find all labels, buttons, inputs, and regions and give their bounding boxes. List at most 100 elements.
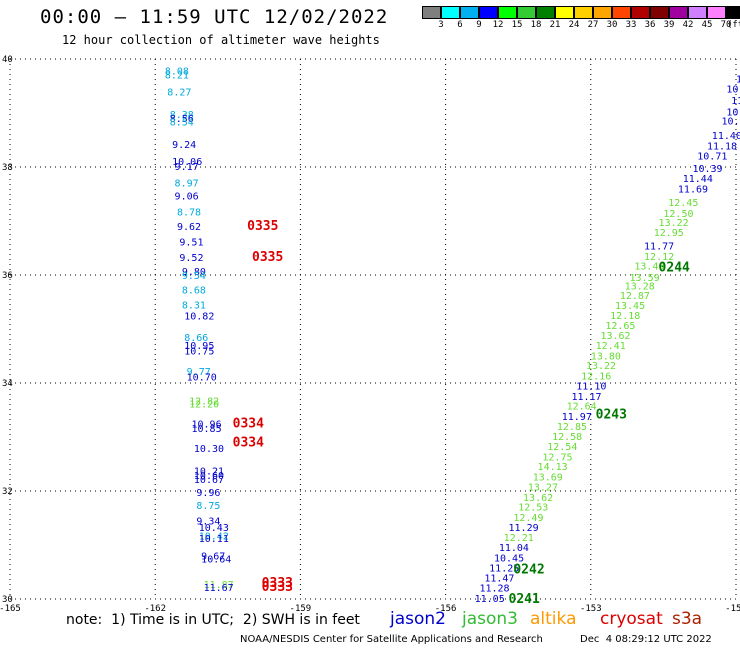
swh-label: 8.56 [170,114,194,125]
swh-label: 10.94 [721,117,740,128]
swh-label: 10.95 [184,341,214,352]
swh-label: 12.12 [644,252,674,263]
page-subtitle: 12 hour collection of altimeter wave hei… [62,33,380,47]
colorbar-tick-label: 27 [587,20,599,30]
swh-label: 9.06 [175,192,199,203]
y-tick-label: 40 [2,55,13,65]
swh-label: 13.22 [659,218,689,229]
colorbar-swatch [707,6,726,19]
colorbar-tick-label: 24 [568,20,580,30]
x-tick-label: -159 [290,604,312,614]
swh-label: 9.77 [187,367,211,378]
swh-label: 13.62 [600,331,630,342]
swh-label: 10.42 [199,531,229,542]
colorbar-swatch [631,6,650,19]
swh-label: 8.66 [184,333,208,344]
swh-label: 11.10 [576,382,606,393]
swh-label: 11.28 [479,584,509,595]
y-tick-label: 34 [2,379,13,389]
swh-label: 11 [736,74,740,85]
swh-label: 11.0 [731,96,740,107]
colorbar-swatch [574,6,593,19]
swh-label: 13.22 [586,361,616,372]
swh-label: 11.67 [204,583,234,594]
colorbar-tick-label: 36 [644,20,656,30]
swh-label: 13.59 [630,273,660,284]
swh-label: 11.25 [489,564,519,575]
swh-label: 12.82 [189,396,219,407]
swh-label: 11.40 [712,131,740,142]
time-label: 0333 [262,580,293,595]
colorbar-swatch [460,6,479,19]
swh-label: 8.68 [182,286,206,297]
swh-label: 10.70 [187,373,217,384]
swh-label: 12.54 [547,442,577,453]
colorbar-tick-label: 39 [663,20,675,30]
swh-label: 10.45 [494,553,524,564]
colorbar-tick-label: 21 [549,20,561,30]
colorbar-tick-label: 6 [457,20,463,30]
swh-label: 9.80 [182,267,206,278]
time-label: 0335 [247,219,278,234]
colorbar-tick-label: 42 [682,20,694,30]
swh-label: 13.40 [634,261,664,272]
swh-label: 11.77 [644,241,674,252]
swh-label: 8.38 [170,110,194,121]
swh-label: 13.62 [523,493,553,504]
swh-label: 12.21 [504,533,534,544]
swh-label: 10.60 [194,471,224,482]
legend-item-s3a: s3a [672,609,703,629]
y-tick-label: 30 [2,595,13,605]
swh-label: 11.47 [484,573,514,584]
swh-label: 12.85 [557,422,587,433]
colorbar-tick-label: 30 [606,20,618,30]
colorbar-swatch [422,6,441,19]
time-label: 0335 [252,250,283,265]
y-tick-label: 38 [2,163,13,173]
swh-label: 12.58 [552,432,582,443]
colorbar-tick-label: 45 [701,20,713,30]
swh-label: 12.87 [620,291,650,302]
x-tick-label: -165 [0,604,21,614]
time-label: 0242 [513,562,544,577]
swh-label: 8.97 [175,179,199,190]
swh-label: 8.08 [165,66,189,77]
swh-label: 10.75 [184,347,214,358]
colorbar-tick-label: 12 [492,20,504,30]
swh-label: 10. [726,85,740,96]
swh-label: 9.51 [179,238,203,249]
colorbar-swatch [669,6,688,19]
time-label: 0241 [509,592,540,607]
swh-label: 11.18 [707,141,737,152]
colorbar-swatch [726,6,740,19]
swh-label: 10.82 [184,312,214,323]
colorbar-swatch [498,6,517,19]
swh-label: 10.19 [726,107,740,118]
y-tick-label: 36 [2,271,13,281]
colorbar-swatch [555,6,574,19]
legend-item-altika: altika [530,609,577,629]
swh-label: 10.30 [194,444,224,455]
swh-label: 10.39 [692,164,722,175]
time-label: 0333 [262,576,293,591]
swh-label: 12.45 [668,198,698,209]
x-tick-label: -162 [144,604,166,614]
swh-label: 10.21 [194,466,224,477]
swh-label: 11.05 [475,594,505,605]
swh-label: 8.31 [182,301,206,312]
swh-label: 9.96 [196,488,220,499]
swh-label: 11.44 [683,174,713,185]
colorbar-swatch [517,6,536,19]
legend-item-jason3: jason3 [462,609,518,629]
swh-label: 11.97 [562,412,592,423]
swh-label: 12.18 [610,311,640,322]
swh-label: 12.50 [663,209,693,220]
swh-label: 11.69 [678,185,708,196]
page-title: 00:00 — 11:59 UTC 12/02/2022 [40,6,389,28]
swh-label: 9.52 [179,253,203,264]
time-label: 0243 [596,407,627,422]
colorbar-tick-label: 70 [720,20,732,30]
colorbar-swatch [536,6,555,19]
swh-label: 10.43 [199,523,229,534]
swh-label: 9.24 [172,140,196,151]
